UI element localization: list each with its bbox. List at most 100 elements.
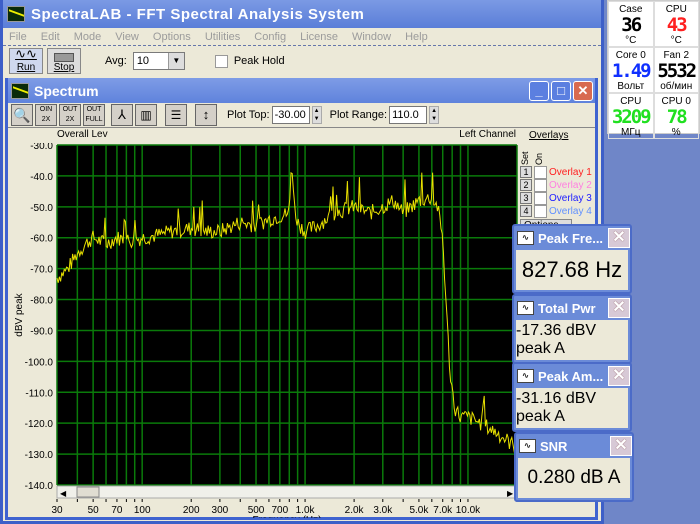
- overlay-set-button[interactable]: 2: [520, 179, 532, 191]
- x-tick-label: 30: [51, 505, 63, 516]
- menu-view[interactable]: View: [115, 30, 139, 43]
- overlay-checkbox[interactable]: [534, 204, 547, 218]
- overlay-checkbox[interactable]: [534, 191, 547, 205]
- overlay-checkbox[interactable]: [534, 165, 547, 179]
- zoom-out-full-button[interactable]: OUT FULL: [83, 104, 105, 126]
- horizontal-scrollbar[interactable]: [56, 485, 518, 499]
- close-icon[interactable]: ✕: [608, 298, 630, 318]
- sensor-label: Fan 2: [663, 50, 690, 61]
- x-tick-label: 3.0k: [373, 505, 393, 516]
- plot-top-spinner[interactable]: ▲ ▼: [311, 106, 322, 124]
- x-tick-label: 1.0k: [296, 505, 316, 516]
- y-axis-label: dBV peak: [14, 292, 25, 336]
- sensor-cell: Core 0 1.49 Вольт: [608, 47, 654, 93]
- spectrum-trace: [56, 172, 517, 453]
- overlay-row: 2 Overlay 2: [520, 178, 600, 192]
- meter-window: ∿ Total Pwr ✕ -17.36 dBV peak A: [512, 294, 632, 364]
- x-tick-label: 70: [111, 505, 123, 516]
- overlay-row: 4 Overlay 4: [520, 204, 600, 218]
- close-button[interactable]: ✕: [573, 80, 593, 101]
- overlay-set-button[interactable]: 4: [520, 205, 532, 217]
- zoom-out-2x-button[interactable]: OUT 2X: [59, 104, 81, 126]
- on-header: On: [534, 152, 544, 165]
- close-icon[interactable]: ✕: [610, 436, 632, 456]
- y-tick-label: -140.0: [25, 481, 54, 492]
- spectrum-icon: [11, 82, 29, 99]
- scroll-right-icon: ▶: [507, 489, 514, 498]
- sensor-cell: CPU 3209 МГц: [608, 93, 654, 139]
- overlay-label: Overlay 2: [549, 179, 592, 191]
- menu-options[interactable]: Options: [152, 30, 191, 43]
- y-tick-label: -70.0: [30, 265, 53, 276]
- meter-icon: ∿: [517, 301, 534, 315]
- meter-icon: ∿: [517, 369, 534, 383]
- scrollbar-thumb[interactable]: [76, 486, 100, 498]
- overlay-set-button[interactable]: 1: [520, 166, 532, 178]
- sensor-value: 5532: [657, 60, 697, 82]
- avg-label: Avg:: [105, 55, 127, 67]
- close-icon[interactable]: ✕: [608, 366, 630, 386]
- minimize-button[interactable]: _: [529, 80, 549, 101]
- scroll-left-icon: ◀: [60, 489, 67, 498]
- overlay-row: 1 Overlay 1: [520, 165, 600, 179]
- menu-window[interactable]: Window: [351, 30, 392, 43]
- sensor-unit: %: [671, 127, 681, 138]
- sensor-panel: Case 36 °C CPU 43 °C Core 0 1.49 Вольт Fan 2 5532 о…: [607, 0, 700, 139]
- settings-icon[interactable]: ☰: [165, 104, 187, 126]
- peak-hold-checkbox[interactable]: [214, 54, 228, 68]
- y-tick-label: -130.0: [25, 450, 54, 461]
- overlay-label: Overlay 4: [549, 205, 592, 217]
- title-bar: SpectraLAB - FFT Spectral Analysis Syste…: [3, 0, 601, 28]
- app-icon: [7, 6, 25, 22]
- overlay-label: Overlay 3: [549, 192, 592, 204]
- menu-utilities[interactable]: Utilities: [204, 30, 241, 43]
- menu-edit[interactable]: Edit: [40, 30, 60, 43]
- meter-window: ∿ SNR ✕ 0.280 dB A: [514, 432, 634, 502]
- maximize-button[interactable]: □: [551, 80, 571, 101]
- meter-icon: ∿: [519, 439, 536, 453]
- menu-file[interactable]: File: [9, 30, 27, 43]
- zoom-in-2x-button[interactable]: OIN 2X: [35, 104, 57, 126]
- overlays-panel: Overlays Set On 1 Overlay 1 2 Overlay 2 3 Over…: [520, 130, 600, 232]
- sensor-cell: CPU 0 78%: [653, 93, 699, 139]
- meter-value: -17.36 dBV peak A: [516, 322, 597, 357]
- meter-value: 827.68 Hz: [521, 257, 623, 282]
- spectrum-toolbar: 🔍 OIN 2X OUT 2X OUT FULL ⅄ ▥ ☰ ↕ Plot To…: [8, 103, 595, 128]
- sensor-label: Case: [619, 4, 643, 15]
- y-tick-label: -30.0: [30, 143, 53, 152]
- menu-help[interactable]: Help: [405, 30, 428, 43]
- plot-range-input[interactable]: 110.0: [389, 106, 428, 124]
- avg-select[interactable]: 10 ▼: [132, 52, 185, 70]
- stop-button[interactable]: Stop: [47, 48, 81, 74]
- sensor-label: CPU: [665, 4, 687, 15]
- plot-top-label: Plot Top:: [227, 109, 270, 121]
- menu-license[interactable]: License: [300, 30, 338, 43]
- meter-title: SNR: [540, 438, 568, 454]
- chevron-down-icon[interactable]: ▼: [167, 53, 184, 69]
- plot-background: [57, 145, 517, 485]
- y-tick-label: -50.0: [30, 203, 53, 214]
- plot-top-input[interactable]: -30.00: [271, 106, 310, 124]
- menu-config[interactable]: Config: [254, 30, 287, 43]
- bar-mode-icon[interactable]: ▥: [135, 104, 157, 126]
- line-mode-icon[interactable]: ⅄: [111, 104, 133, 126]
- plot-range-spinner[interactable]: ▲ ▼: [429, 106, 440, 124]
- x-axis-label: Frequency (Hz): [253, 515, 322, 518]
- meter-window: ∿ Peak Fre... ✕ 827.68 Hz: [512, 224, 632, 294]
- y-tick-label: -80.0: [30, 296, 53, 307]
- x-tick-label: 300: [212, 505, 229, 516]
- overlay-set-button[interactable]: 3: [520, 192, 532, 204]
- x-tick-label: 7.0k: [433, 505, 453, 516]
- menu-mode[interactable]: Mode: [73, 30, 102, 43]
- overlay-checkbox[interactable]: [534, 178, 547, 192]
- zoom-icon[interactable]: 🔍: [11, 104, 33, 126]
- close-icon[interactable]: ✕: [608, 228, 630, 248]
- scale-icon[interactable]: ↕: [195, 104, 217, 126]
- sensor-label: Core 0: [615, 50, 646, 61]
- spectrum-window: Spectrum _ □ ✕ 🔍 OIN 2X OUT 2X OUT FULL ⅄ …: [5, 78, 598, 520]
- spectrum-plot[interactable]: -30.0 -40.0 -50.0 -60.0 -70.0 -80.0 -90.0 -100.…: [8, 143, 520, 518]
- sensor-unit: об/мин: [660, 81, 693, 92]
- main-toolbar: ∿∿ Run Stop Avg: 10 ▼ Peak Hold: [3, 46, 601, 76]
- meter-value: -31.16 dBV peak A: [516, 390, 597, 425]
- run-button[interactable]: ∿∿ Run: [9, 46, 43, 74]
